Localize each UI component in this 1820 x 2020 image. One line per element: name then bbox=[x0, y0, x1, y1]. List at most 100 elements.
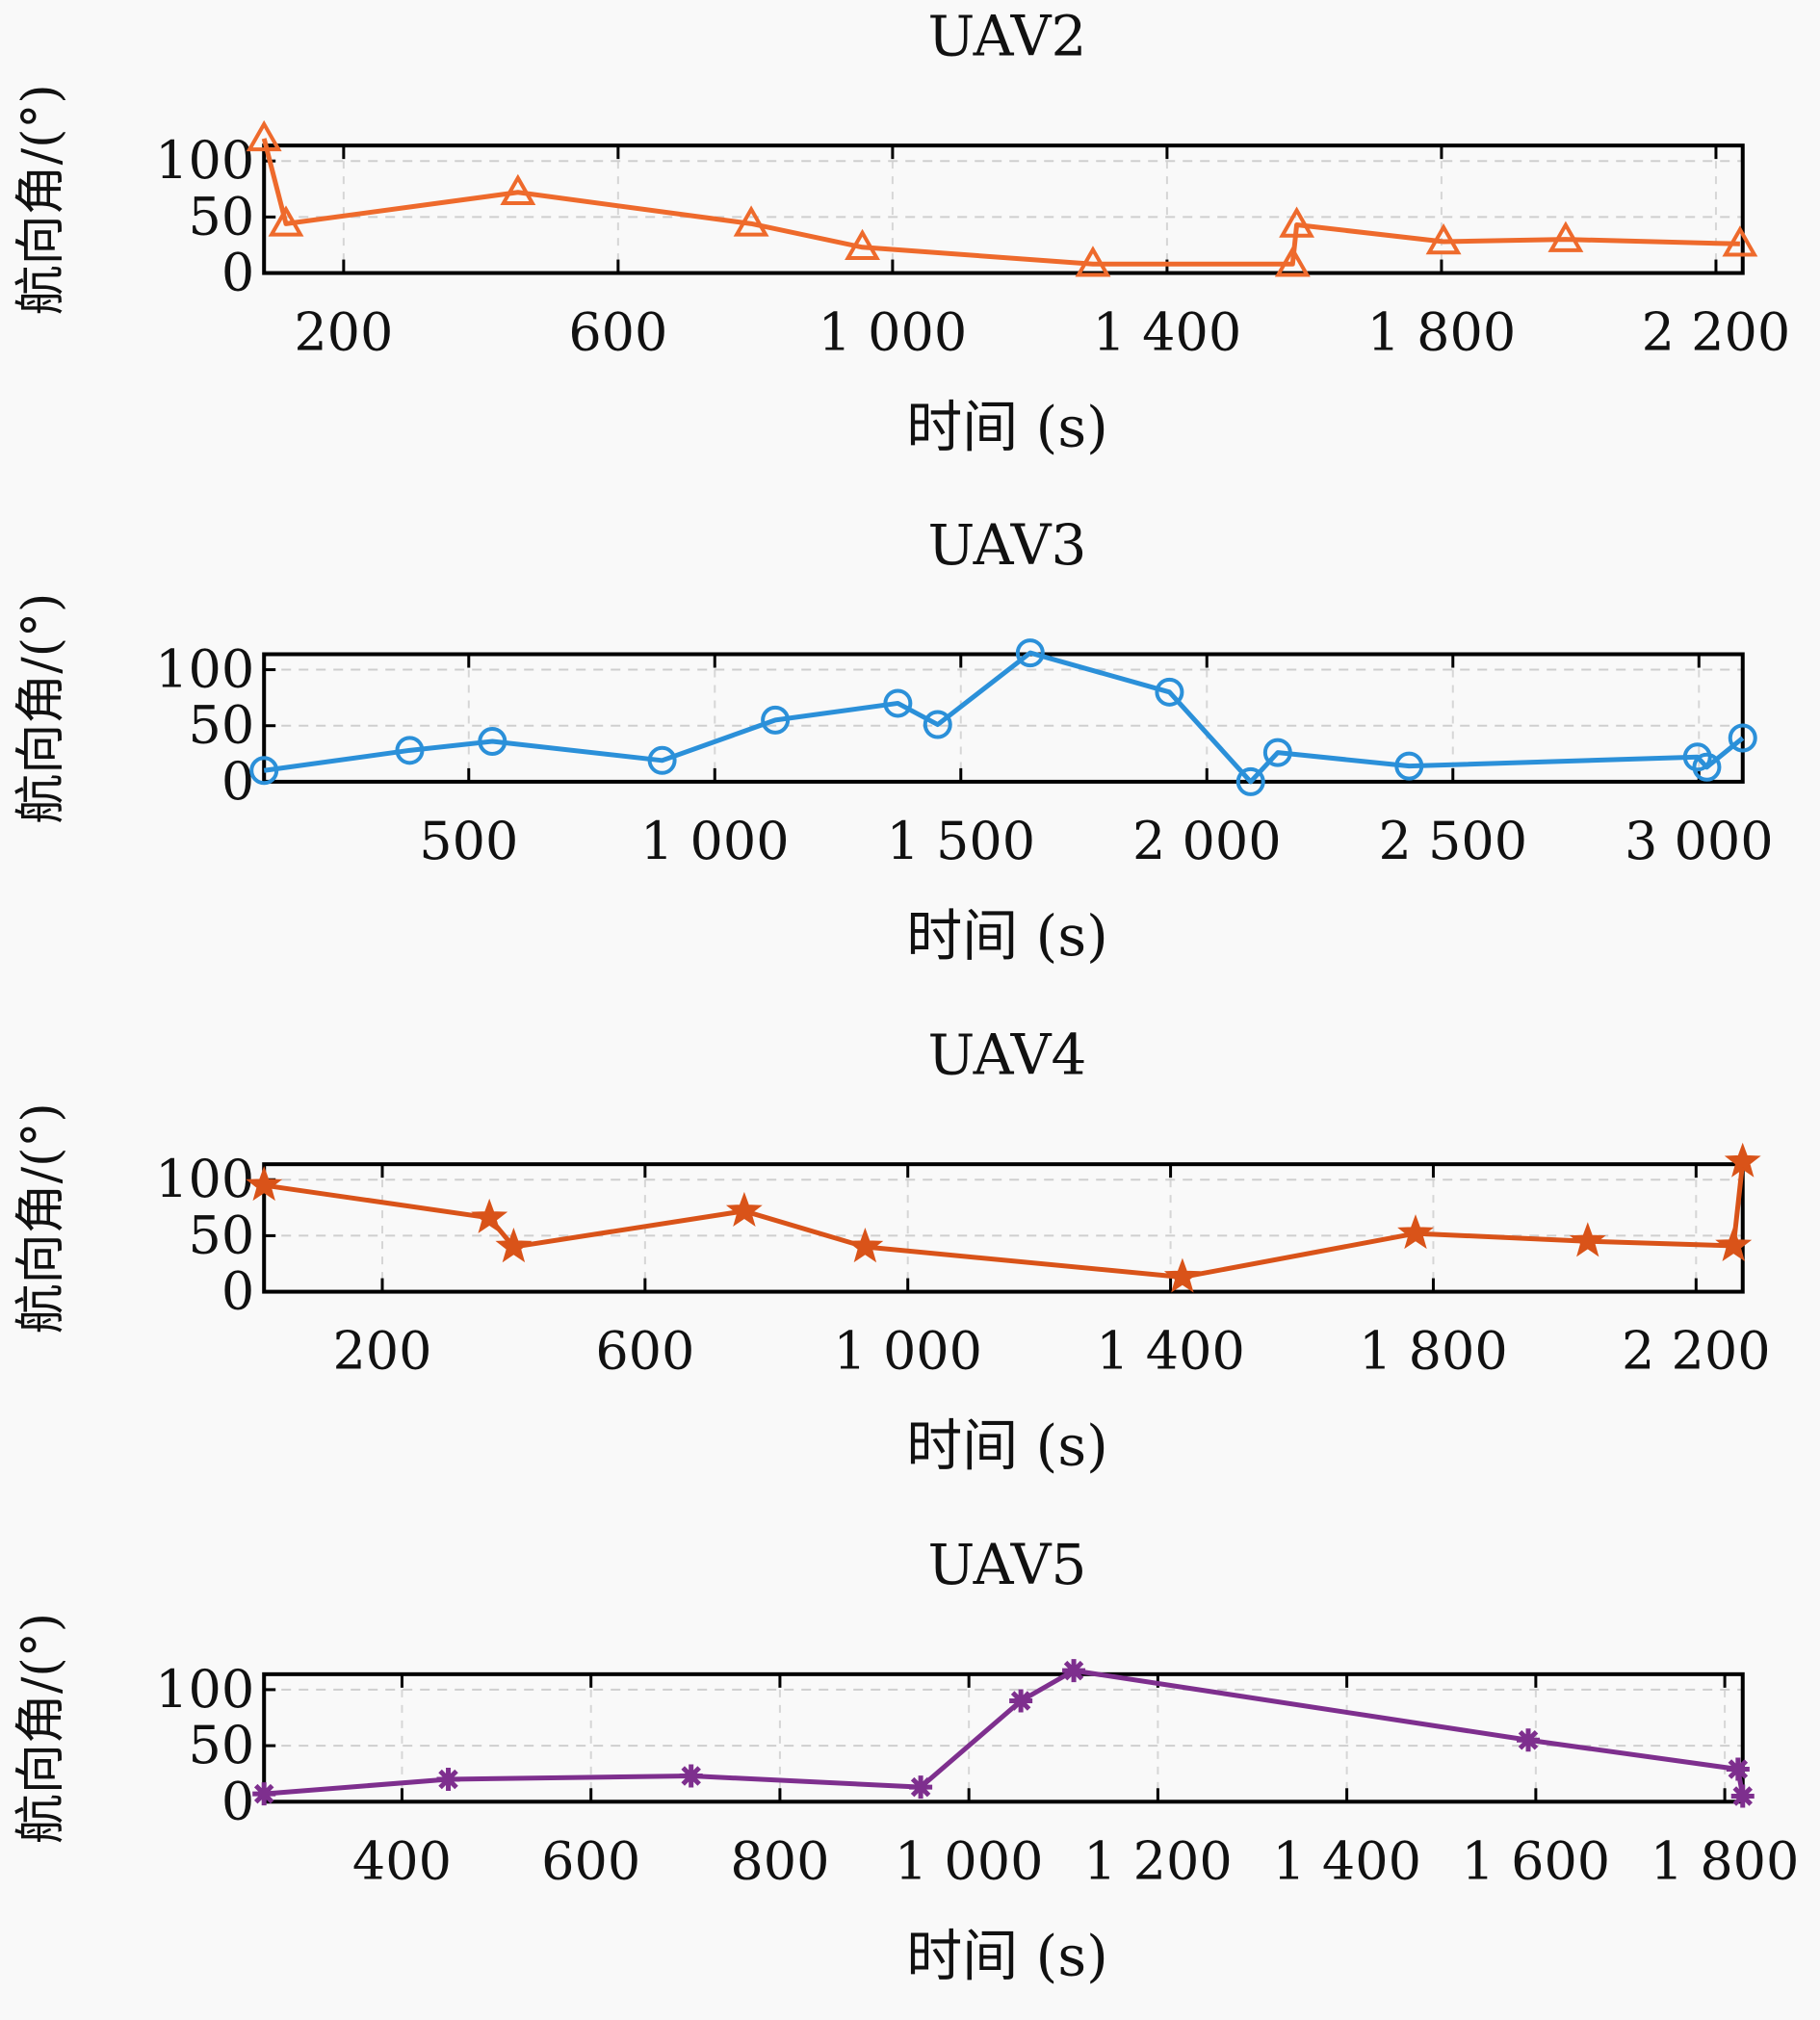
data-point bbox=[268, 205, 304, 237]
data-point bbox=[845, 228, 880, 261]
x-tick-label: 2 200 bbox=[1642, 302, 1791, 363]
x-tick-label: 800 bbox=[730, 1830, 829, 1891]
y-tick-label: 0 bbox=[221, 1261, 254, 1322]
data-point bbox=[1517, 1728, 1541, 1752]
x-tick-label: 1 000 bbox=[640, 811, 790, 871]
data-point bbox=[395, 736, 425, 765]
x-tick-label: 1 400 bbox=[1096, 1321, 1245, 1382]
y-tick-label: 50 bbox=[188, 695, 254, 756]
chart-title: UAV2 bbox=[928, 4, 1087, 69]
x-tick-label: 1 600 bbox=[1462, 1830, 1611, 1891]
y-tick-label: 100 bbox=[155, 130, 254, 191]
data-point bbox=[1075, 246, 1111, 277]
data-point bbox=[1163, 1257, 1201, 1293]
subplot-uav5: UAV5 400 600 800 1 000 1 200 1 400 1 600 1 800 05… bbox=[13, 1532, 1799, 1988]
x-tick-label: 1 200 bbox=[1083, 1830, 1233, 1891]
data-point bbox=[923, 710, 952, 739]
data-point bbox=[909, 1775, 933, 1800]
data-point bbox=[647, 745, 677, 775]
x-tick-label: 1 800 bbox=[1367, 302, 1517, 363]
y-tick-label: 0 bbox=[221, 1771, 254, 1831]
data-point bbox=[252, 1782, 276, 1806]
chart-title: UAV5 bbox=[928, 1532, 1087, 1597]
x-tick-label: 200 bbox=[294, 302, 393, 363]
series-line-uav3 bbox=[263, 650, 1745, 785]
y-axis-label: 航向角/(°) bbox=[13, 1102, 70, 1334]
series-line-uav4 bbox=[263, 1161, 1746, 1280]
axes-box bbox=[262, 1671, 1745, 1804]
y-axis-label: 航向角/(°) bbox=[13, 593, 70, 824]
x-tick-label: 2 500 bbox=[1378, 811, 1527, 871]
x-tick-label: 3 000 bbox=[1625, 811, 1774, 871]
data-point bbox=[471, 1198, 508, 1233]
data-point bbox=[1547, 220, 1584, 252]
axes-box bbox=[262, 652, 1745, 784]
data-point bbox=[1279, 206, 1315, 238]
data-point bbox=[1730, 1784, 1755, 1808]
x-tick-label: 1 500 bbox=[886, 811, 1035, 871]
series-line-uav2 bbox=[261, 138, 1740, 267]
x-tick-label: 1 000 bbox=[895, 1830, 1044, 1891]
y-tick-label: 100 bbox=[155, 1659, 254, 1720]
y-tick-label: 50 bbox=[188, 186, 254, 246]
y-axis-label: 航向角/(°) bbox=[13, 1613, 70, 1844]
x-tick-label: 600 bbox=[541, 1830, 640, 1891]
data-point bbox=[1397, 1214, 1434, 1250]
data-point bbox=[761, 705, 791, 735]
x-tick-label: 1 800 bbox=[1651, 1830, 1800, 1891]
data-point bbox=[1724, 1142, 1761, 1178]
data-point bbox=[733, 205, 769, 237]
data-point bbox=[679, 1764, 703, 1788]
data-point bbox=[1235, 766, 1265, 796]
data-point bbox=[1692, 752, 1722, 782]
y-axis-label: 航向角/(°) bbox=[13, 84, 70, 315]
y-tick-label: 0 bbox=[221, 751, 254, 812]
y-tick-label: 100 bbox=[155, 1149, 254, 1209]
data-point bbox=[1009, 1689, 1033, 1713]
data-point bbox=[1394, 751, 1424, 781]
x-tick-label: 2 200 bbox=[1622, 1321, 1771, 1382]
x-tick-label: 1 000 bbox=[819, 302, 968, 363]
data-point bbox=[1728, 723, 1757, 753]
x-tick-label: 600 bbox=[595, 1321, 694, 1382]
data-point bbox=[436, 1768, 460, 1791]
data-point bbox=[1015, 638, 1045, 668]
chart-title: UAV4 bbox=[928, 1023, 1087, 1088]
x-tick-label: 1 400 bbox=[1272, 1830, 1421, 1891]
data-point bbox=[846, 1228, 884, 1263]
data-point bbox=[1722, 225, 1758, 257]
x-tick-label: 2 000 bbox=[1132, 811, 1282, 871]
y-tick-label: 100 bbox=[155, 639, 254, 700]
data-point bbox=[1726, 1757, 1750, 1781]
chart-title: UAV3 bbox=[928, 512, 1087, 578]
y-tick-label: 50 bbox=[188, 1715, 254, 1775]
y-tick-label: 0 bbox=[221, 243, 254, 303]
axes-box bbox=[262, 1162, 1745, 1294]
x-axis-label: 时间 (s) bbox=[906, 395, 1107, 460]
data-point bbox=[249, 756, 279, 786]
data-point bbox=[725, 1191, 763, 1227]
data-point bbox=[246, 1166, 283, 1202]
y-tick-label: 50 bbox=[188, 1204, 254, 1265]
data-point bbox=[246, 119, 282, 152]
axes-box bbox=[262, 143, 1745, 275]
data-point bbox=[500, 173, 536, 206]
x-tick-label: 1 800 bbox=[1359, 1321, 1508, 1382]
x-tick-label: 600 bbox=[568, 302, 667, 363]
x-tick-label: 1 400 bbox=[1093, 302, 1242, 363]
data-point bbox=[1155, 677, 1184, 707]
data-point bbox=[1425, 222, 1462, 255]
x-tick-label: 200 bbox=[332, 1321, 431, 1382]
data-point bbox=[1715, 1226, 1753, 1261]
x-axis-label: 时间 (s) bbox=[906, 1923, 1107, 1988]
data-point bbox=[1062, 1659, 1086, 1683]
x-axis-label: 时间 (s) bbox=[906, 903, 1107, 969]
x-tick-label: 500 bbox=[419, 811, 518, 871]
x-tick-label: 1 000 bbox=[833, 1321, 982, 1382]
data-point bbox=[1262, 738, 1292, 767]
x-tick-label: 400 bbox=[352, 1830, 452, 1891]
